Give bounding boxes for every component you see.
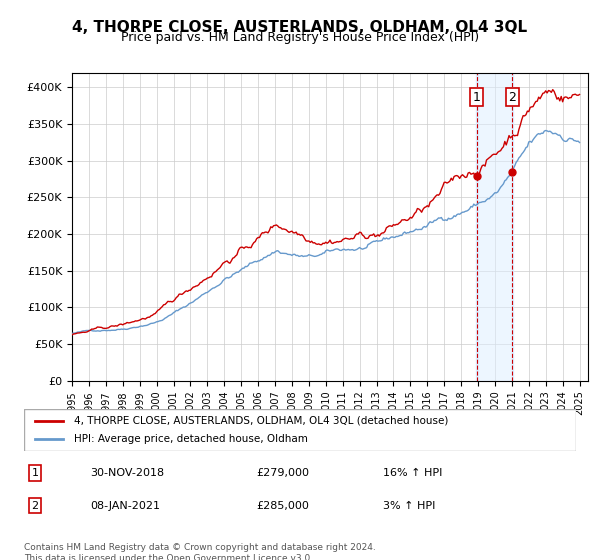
Text: Contains HM Land Registry data © Crown copyright and database right 2024.
This d: Contains HM Land Registry data © Crown c… <box>24 543 376 560</box>
Text: 16% ↑ HPI: 16% ↑ HPI <box>383 468 442 478</box>
FancyBboxPatch shape <box>24 409 576 451</box>
Text: 08-JAN-2021: 08-JAN-2021 <box>90 501 160 511</box>
Text: 1: 1 <box>32 468 38 478</box>
Text: Price paid vs. HM Land Registry's House Price Index (HPI): Price paid vs. HM Land Registry's House … <box>121 31 479 44</box>
Text: 2: 2 <box>31 501 38 511</box>
Text: 4, THORPE CLOSE, AUSTERLANDS, OLDHAM, OL4 3QL (detached house): 4, THORPE CLOSE, AUSTERLANDS, OLDHAM, OL… <box>74 416 448 426</box>
Text: 2: 2 <box>508 91 517 104</box>
Text: HPI: Average price, detached house, Oldham: HPI: Average price, detached house, Oldh… <box>74 434 308 444</box>
Text: 3% ↑ HPI: 3% ↑ HPI <box>383 501 435 511</box>
Text: 1: 1 <box>473 91 481 104</box>
Text: 30-NOV-2018: 30-NOV-2018 <box>90 468 164 478</box>
Bar <box>476 73 478 381</box>
Bar <box>476 73 512 381</box>
Text: £285,000: £285,000 <box>256 501 309 511</box>
Text: 4, THORPE CLOSE, AUSTERLANDS, OLDHAM, OL4 3QL: 4, THORPE CLOSE, AUSTERLANDS, OLDHAM, OL… <box>73 20 527 35</box>
Bar <box>512 73 513 381</box>
Text: £279,000: £279,000 <box>256 468 309 478</box>
